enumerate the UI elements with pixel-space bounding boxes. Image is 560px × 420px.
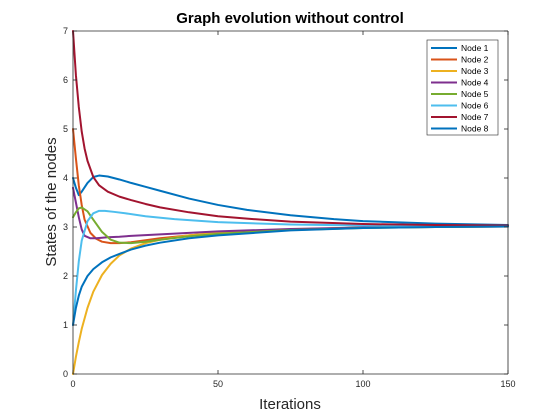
- y-tick-label: 6: [63, 75, 68, 85]
- legend-label-node-4: Node 4: [461, 78, 489, 88]
- x-tick-label: 50: [213, 379, 223, 389]
- legend-label-node-7: Node 7: [461, 112, 489, 122]
- legend-label-node-6: Node 6: [461, 101, 489, 111]
- y-ticks: 0 1 2 3 4 5 6 7: [63, 26, 508, 379]
- series-layer: [72, 30, 509, 375]
- y-tick-label: 1: [63, 320, 68, 330]
- y-tick-label: 2: [63, 271, 68, 281]
- legend-box: [426, 39, 499, 136]
- x-tick-label: 100: [355, 379, 370, 389]
- series-line-node-7: [72, 30, 509, 227]
- series-line-node-8: [72, 225, 509, 326]
- x-axis-label: Iterations: [259, 396, 321, 413]
- series-line-node-6: [72, 209, 509, 326]
- legend-label-node-3: Node 3: [461, 66, 489, 76]
- legend-label-node-8: Node 8: [461, 124, 489, 134]
- y-tick-label: 5: [63, 124, 68, 134]
- y-tick-label: 7: [63, 26, 68, 36]
- x-tick-label: 150: [500, 379, 515, 389]
- y-tick-label: 0: [63, 369, 68, 379]
- x-tick-label: 0: [70, 379, 75, 389]
- legend-label-node-5: Node 5: [461, 89, 489, 99]
- legend-label-node-1: Node 1: [461, 43, 489, 53]
- chart-title: Graph evolution without control: [176, 10, 403, 27]
- series-line-node-1: [72, 174, 509, 227]
- y-tick-label: 4: [63, 173, 68, 183]
- legend-label-node-2: Node 2: [461, 55, 489, 65]
- y-axis-label: States of the nodes: [43, 137, 60, 266]
- y-tick-label: 3: [63, 222, 68, 232]
- x-ticks: 0 50 100 150: [70, 31, 516, 389]
